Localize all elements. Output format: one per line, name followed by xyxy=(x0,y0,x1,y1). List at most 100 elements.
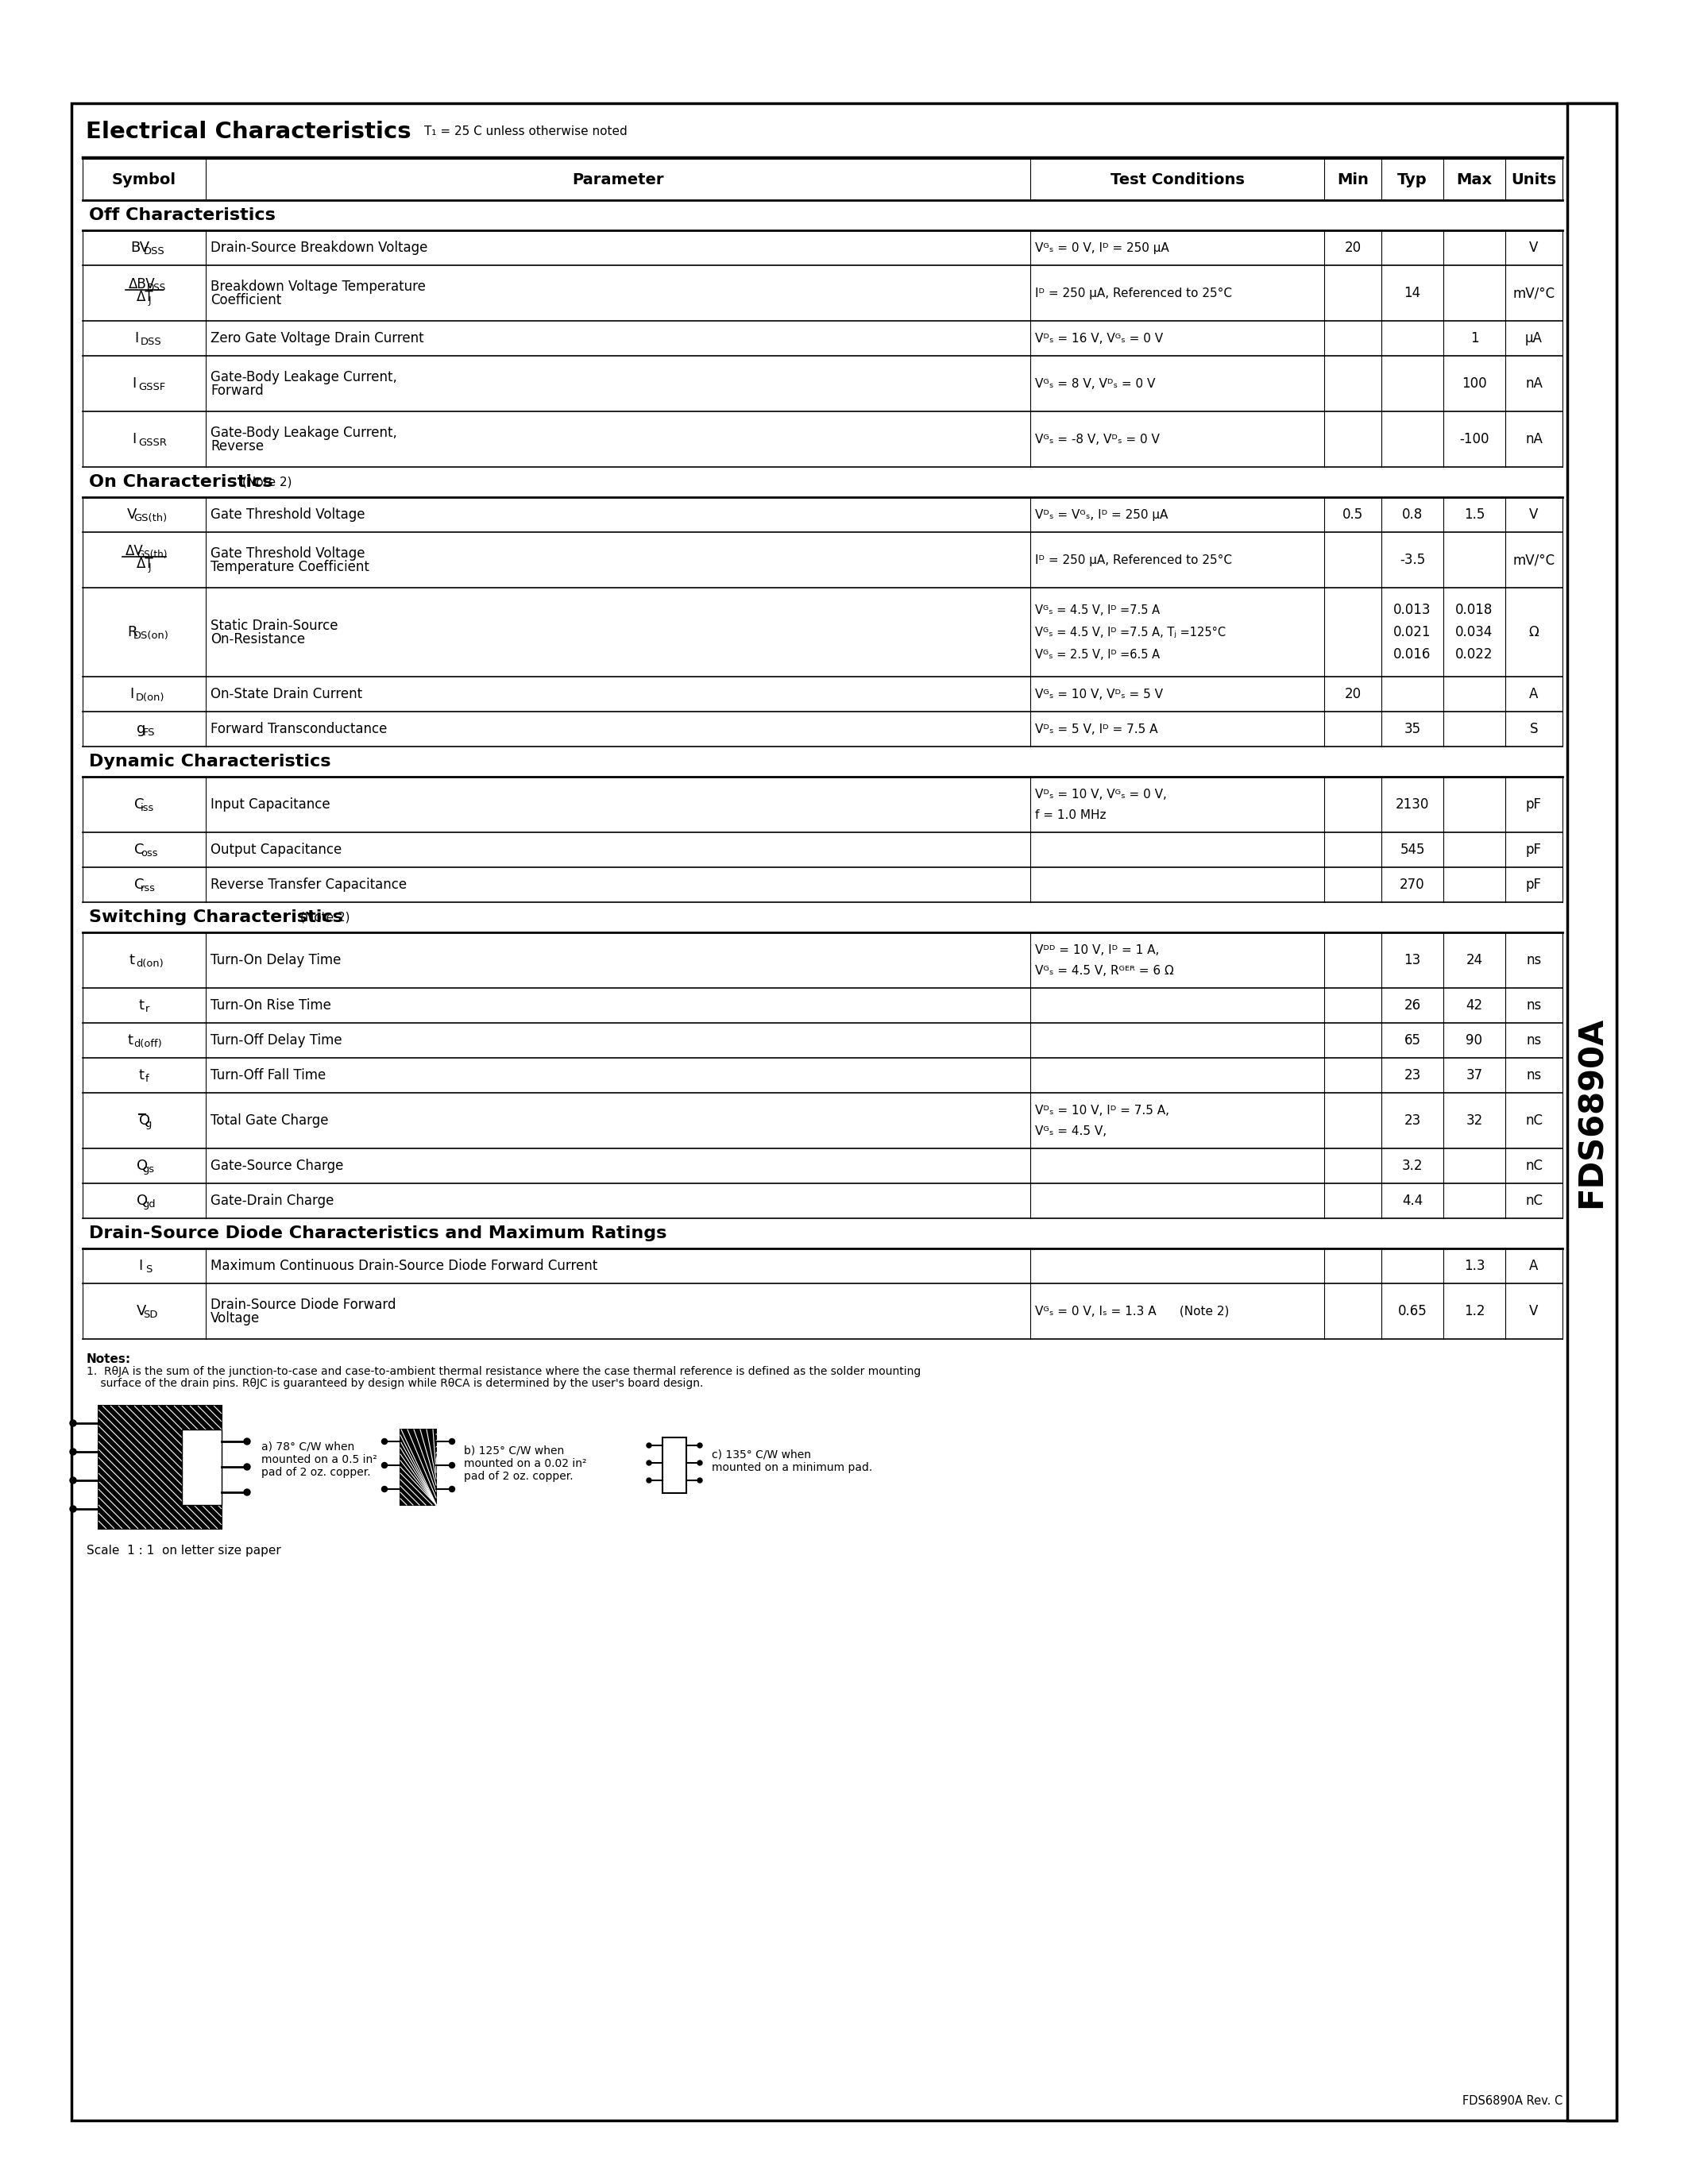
Text: 20: 20 xyxy=(1344,240,1361,256)
Text: Vᴰₛ = 10 V, Iᴰ = 7.5 A,: Vᴰₛ = 10 V, Iᴰ = 7.5 A, xyxy=(1035,1105,1170,1116)
Text: b) 125° C/W when
mounted on a 0.02 in²
pad of 2 oz. copper.: b) 125° C/W when mounted on a 0.02 in² p… xyxy=(464,1446,587,1481)
Circle shape xyxy=(381,1487,387,1492)
Text: Vᴳₛ = 2.5 V, Iᴰ =6.5 A: Vᴳₛ = 2.5 V, Iᴰ =6.5 A xyxy=(1035,649,1160,660)
Text: 20: 20 xyxy=(1344,688,1361,701)
Text: Turn-On Delay Time: Turn-On Delay Time xyxy=(211,952,341,968)
Text: ΔT: ΔT xyxy=(137,557,154,570)
Text: ns: ns xyxy=(1526,998,1541,1013)
Text: g: g xyxy=(145,1120,152,1129)
Text: Turn-Off Fall Time: Turn-Off Fall Time xyxy=(211,1068,326,1083)
Text: mV/°C: mV/°C xyxy=(1512,286,1555,299)
Text: C: C xyxy=(133,878,143,891)
Text: FDS6890A Rev. C: FDS6890A Rev. C xyxy=(1462,2094,1563,2108)
Circle shape xyxy=(243,1463,250,1470)
Text: 0.021: 0.021 xyxy=(1394,625,1431,640)
Circle shape xyxy=(449,1439,454,1444)
Text: J: J xyxy=(149,295,150,306)
Text: 0.022: 0.022 xyxy=(1455,646,1494,662)
Text: Symbol: Symbol xyxy=(111,173,176,188)
Text: -100: -100 xyxy=(1460,432,1489,446)
Text: ΔBV: ΔBV xyxy=(128,277,155,293)
Text: -3.5: -3.5 xyxy=(1399,553,1425,568)
Text: 0.016: 0.016 xyxy=(1394,646,1431,662)
Text: 0.5: 0.5 xyxy=(1342,507,1364,522)
Text: c) 135° C/W when
mounted on a minimum pad.: c) 135° C/W when mounted on a minimum pa… xyxy=(712,1450,873,1474)
Text: S: S xyxy=(145,1265,152,1275)
Text: V: V xyxy=(1529,507,1538,522)
Text: (Note 2): (Note 2) xyxy=(243,476,292,487)
Text: 0.8: 0.8 xyxy=(1403,507,1423,522)
Text: Vᴳₛ = 10 V, Vᴰₛ = 5 V: Vᴳₛ = 10 V, Vᴰₛ = 5 V xyxy=(1035,688,1163,701)
Text: Vᴰₛ = 16 V, Vᴳₛ = 0 V: Vᴰₛ = 16 V, Vᴳₛ = 0 V xyxy=(1035,332,1163,345)
Text: t: t xyxy=(138,1068,143,1083)
Text: Forward Transconductance: Forward Transconductance xyxy=(211,723,387,736)
Text: Input Capacitance: Input Capacitance xyxy=(211,797,331,812)
Circle shape xyxy=(449,1463,454,1468)
Text: Vᴳₛ = 0 V, Iᴰ = 250 μA: Vᴳₛ = 0 V, Iᴰ = 250 μA xyxy=(1035,242,1170,253)
Text: Vᴳₛ = 8 V, Vᴰₛ = 0 V: Vᴳₛ = 8 V, Vᴰₛ = 0 V xyxy=(1035,378,1155,389)
Text: Parameter: Parameter xyxy=(572,173,663,188)
Text: ns: ns xyxy=(1526,1033,1541,1048)
Text: DSS: DSS xyxy=(147,284,165,293)
Text: I: I xyxy=(130,688,133,701)
Bar xyxy=(182,1431,221,1505)
Text: 1.  RθJA is the sum of the junction-to-case and case-to-ambient thermal resistan: 1. RθJA is the sum of the junction-to-ca… xyxy=(86,1365,922,1378)
Text: Gate Threshold Voltage: Gate Threshold Voltage xyxy=(211,507,365,522)
Text: 2130: 2130 xyxy=(1396,797,1430,812)
Bar xyxy=(662,1437,687,1494)
Text: Ω: Ω xyxy=(1529,625,1539,640)
Text: DS(on): DS(on) xyxy=(133,631,169,642)
Text: pF: pF xyxy=(1526,843,1541,856)
Text: r: r xyxy=(145,1005,149,1016)
Text: 13: 13 xyxy=(1404,952,1421,968)
Text: 270: 270 xyxy=(1399,878,1425,891)
Text: Vᴰᴰ = 10 V, Iᴰ = 1 A,: Vᴰᴰ = 10 V, Iᴰ = 1 A, xyxy=(1035,943,1160,957)
Text: Output Capacitance: Output Capacitance xyxy=(211,843,341,856)
Text: C: C xyxy=(133,797,143,812)
Text: 0.013: 0.013 xyxy=(1394,603,1431,618)
Text: t: t xyxy=(130,952,135,968)
Text: 100: 100 xyxy=(1462,376,1487,391)
Text: oss: oss xyxy=(140,850,157,858)
Text: Vᴳₛ = -8 V, Vᴰₛ = 0 V: Vᴳₛ = -8 V, Vᴰₛ = 0 V xyxy=(1035,432,1160,446)
Text: R: R xyxy=(127,625,137,640)
Text: d(off): d(off) xyxy=(133,1040,162,1051)
Text: Voltage: Voltage xyxy=(211,1310,260,1326)
Text: Q: Q xyxy=(137,1160,147,1173)
Text: DSS: DSS xyxy=(140,336,162,347)
Text: Gate-Body Leakage Current,: Gate-Body Leakage Current, xyxy=(211,426,397,439)
Text: Vᴳₛ = 0 V, Iₛ = 1.3 A      (Note 2): Vᴳₛ = 0 V, Iₛ = 1.3 A (Note 2) xyxy=(1035,1306,1229,1317)
Text: Electrical Characteristics: Electrical Characteristics xyxy=(86,120,412,142)
Text: nC: nC xyxy=(1526,1195,1543,1208)
Circle shape xyxy=(243,1489,250,1496)
Text: FS: FS xyxy=(143,727,155,738)
Text: I: I xyxy=(133,332,138,345)
Text: d(on): d(on) xyxy=(135,959,164,970)
Text: Dynamic Characteristics: Dynamic Characteristics xyxy=(89,753,331,769)
Text: Gate-Source Charge: Gate-Source Charge xyxy=(211,1160,343,1173)
Text: ns: ns xyxy=(1526,952,1541,968)
Text: Q: Q xyxy=(137,1195,147,1208)
Text: 35: 35 xyxy=(1404,723,1421,736)
Circle shape xyxy=(647,1444,652,1448)
Circle shape xyxy=(647,1479,652,1483)
Circle shape xyxy=(69,1476,76,1483)
Text: Zero Gate Voltage Drain Current: Zero Gate Voltage Drain Current xyxy=(211,332,424,345)
Text: I: I xyxy=(132,432,137,446)
Text: Temperature Coefficient: Temperature Coefficient xyxy=(211,559,370,574)
Text: Vᴳₛ = 4.5 V, Iᴰ =7.5 A, Tⱼ =125°C: Vᴳₛ = 4.5 V, Iᴰ =7.5 A, Tⱼ =125°C xyxy=(1035,627,1225,638)
Text: T₁ = 25 C unless otherwise noted: T₁ = 25 C unless otherwise noted xyxy=(424,124,628,138)
Text: nA: nA xyxy=(1526,432,1543,446)
Text: GSSF: GSSF xyxy=(138,382,165,393)
Text: Iᴰ = 250 μA, Referenced to 25°C: Iᴰ = 250 μA, Referenced to 25°C xyxy=(1035,286,1232,299)
Text: 1.2: 1.2 xyxy=(1463,1304,1485,1319)
Text: nC: nC xyxy=(1526,1114,1543,1127)
Text: Vᴳₛ = 4.5 V,: Vᴳₛ = 4.5 V, xyxy=(1035,1125,1107,1138)
Text: Static Drain-Source: Static Drain-Source xyxy=(211,618,338,633)
Text: 545: 545 xyxy=(1399,843,1425,856)
Text: C: C xyxy=(133,843,143,856)
Circle shape xyxy=(697,1461,702,1465)
Text: Gate-Drain Charge: Gate-Drain Charge xyxy=(211,1195,334,1208)
Text: Vᴰₛ = 5 V, Iᴰ = 7.5 A: Vᴰₛ = 5 V, Iᴰ = 7.5 A xyxy=(1035,723,1158,736)
Text: 1.5: 1.5 xyxy=(1463,507,1485,522)
